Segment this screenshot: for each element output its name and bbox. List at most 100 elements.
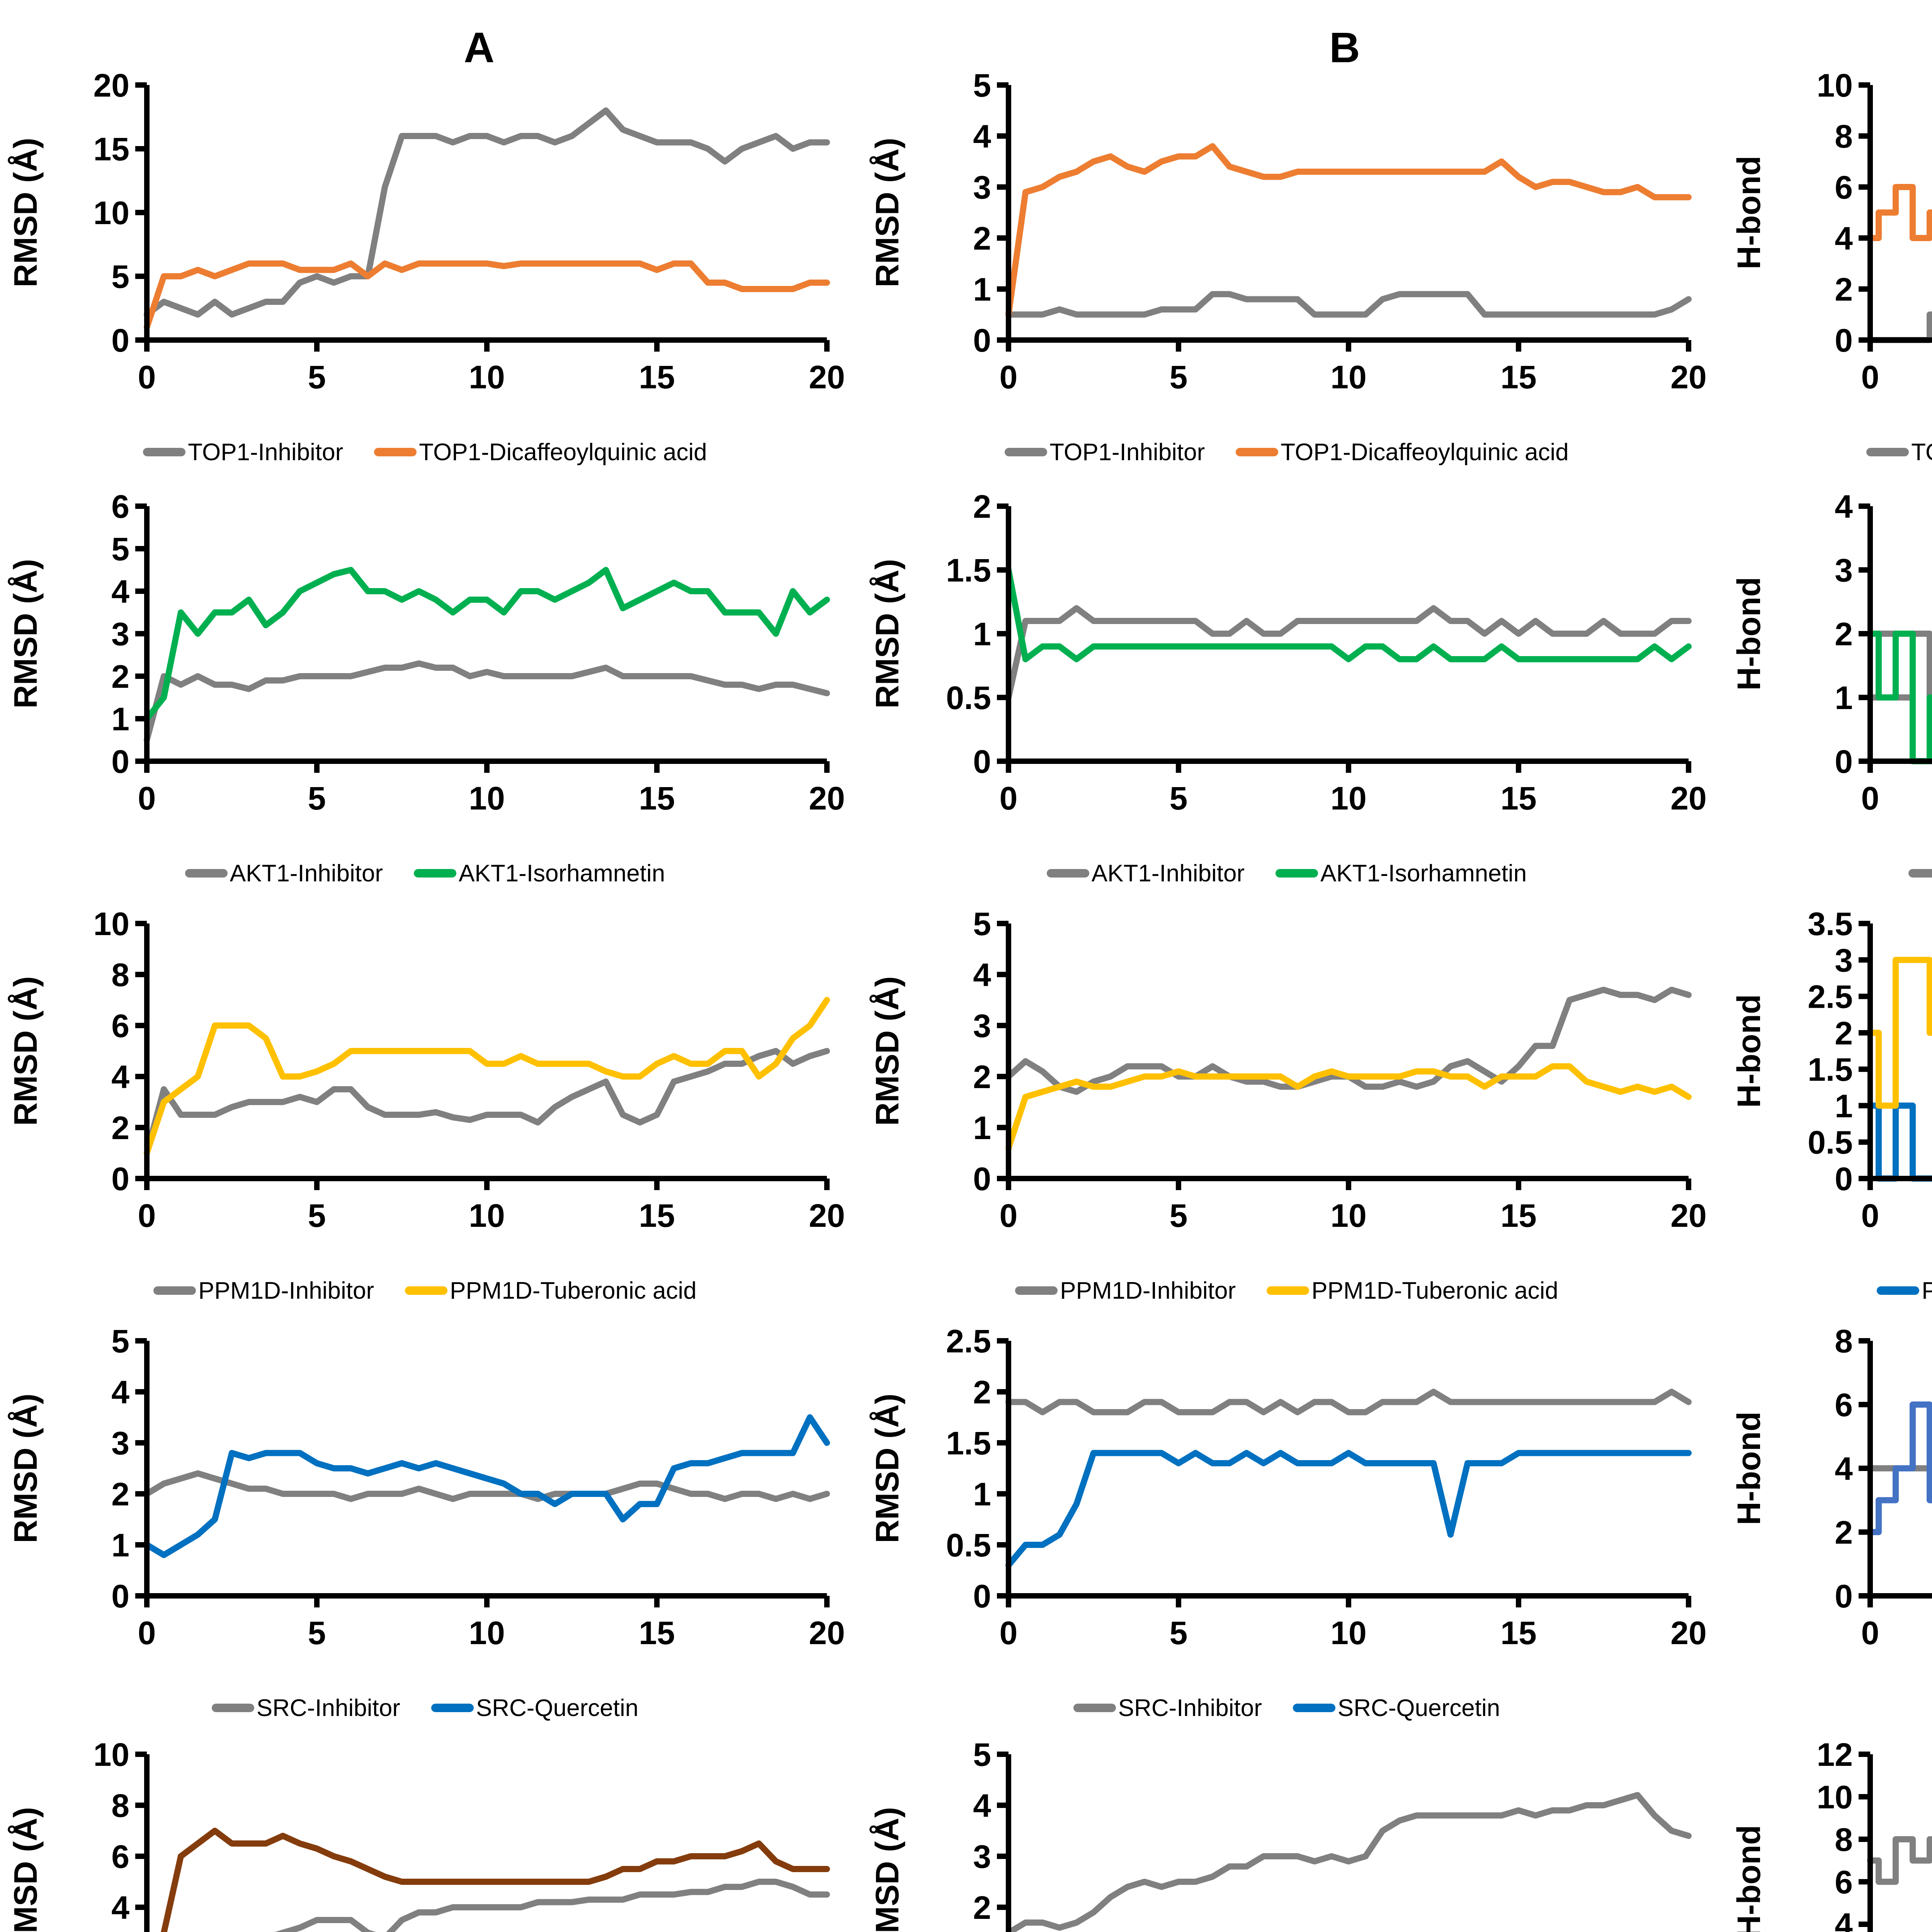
x-tick-label: 0 [138,359,156,395]
y-tick-label: 8 [1835,1323,1853,1359]
x-tick-label: 20 [1670,780,1706,816]
legend-item: PPM1D-Tuberonic acid [1267,1277,1558,1304]
column-title-b: B [1329,24,1360,71]
legend-item: AKT1-Inhibitor [185,860,383,887]
x-tick-label: 15 [1500,359,1536,395]
y-tick-label: 2.5 [1808,979,1853,1015]
y-tick-label: 2 [1835,616,1853,652]
y-tick-label: 4 [111,1059,129,1095]
series-line-akt1-inhibitor [1005,605,1692,701]
y-tick-label: 1 [973,271,991,308]
x-axis-title: Time (ns) [1277,1653,1420,1654]
y-tick-label: 0 [1835,1578,1853,1614]
y-tick-label: 2 [973,1889,991,1926]
legend-swatch [1015,1286,1058,1295]
y-axis-title: H-bond [1731,1825,1767,1932]
legend-item: TOP1-Dicaffeoylquinic acid [374,439,707,466]
legend-item: TOP1-Inhibitor [143,439,343,466]
legend-item: SRC-Quercetin [431,1694,638,1722]
y-axis-title: RMSD (Å) [7,138,44,287]
legend-label: TOP1-Inhibitor [1049,439,1205,466]
x-tick-label: 20 [1670,359,1706,395]
x-tick-label: 0 [138,780,156,816]
chart-svg: 024681005101520Time (ns)RMSD (Å) [7,1736,830,1932]
y-tick-label: 3 [973,1008,991,1044]
x-tick-label: 10 [469,359,505,395]
chart-legend: AKT1-Inhibitor AKT1-Isorhamnetin [862,856,1712,887]
legend-swatch [374,448,417,456]
y-tick-label: 1.5 [946,1425,991,1461]
y-tick-label: 1 [973,616,991,652]
chart-svg: 024681005101520Time (ns)H-bond [1731,67,1932,395]
chart-legend: TOP1-Inhibitor TOP1-Dicaffeoylquinic acid [0,435,850,466]
series-line-akr1c2-inhibitor [274,1879,830,1932]
y-axis-title: RMSD (Å) [869,559,905,708]
y-tick-label: 3 [973,1838,991,1875]
x-tick-label: 5 [308,1197,326,1234]
chart-svg: 0123405101520Time (ns)H-bond [1731,488,1932,816]
x-tick-label: 10 [469,1615,505,1651]
legend-swatch [414,869,457,878]
legend-label: SRC-Quercetin [1337,1694,1500,1721]
y-tick-label: 2 [111,1476,129,1512]
x-tick-label: 5 [308,1615,326,1651]
x-tick-label: 5 [1170,1615,1188,1651]
legend-swatch [153,1286,196,1295]
y-tick-label: 3 [111,1425,129,1461]
chart-svg: 01234505101520Time (ns)RMSD (Å) [869,67,1707,398]
legend-label: TOP1-Dicaffeoylquinic acid [419,439,707,466]
y-axis-title: RMSD (Å) [869,1807,905,1932]
chart-panel-c3: 00.511.522.533.505101520Time (ns)H-bondP… [1723,896,1932,1329]
y-axis-title: RMSD (Å) [7,976,44,1126]
x-tick-label: 20 [809,359,845,395]
legend-swatch [405,1286,448,1295]
x-tick-label: 10 [1330,359,1366,395]
chart-panel-b3: 01234505101520Time (ns)RMSD (Å)PPM1D-Inh… [862,896,1712,1329]
y-tick-label: 5 [111,1323,129,1359]
series-line-ppm1d-tuberonic-acid [144,997,830,1156]
y-tick-label: 4 [1835,220,1853,257]
legend-item: PPM1D-Tuberonic acid [405,1277,697,1304]
y-tick-label: 0 [1835,743,1853,780]
y-axis-title: RMSD (Å) [7,1393,44,1543]
y-tick-label: 0 [1835,322,1853,359]
y-tick-label: 5 [111,259,129,295]
legend-item: PPM1D-Inhibitor [1877,1277,1932,1304]
y-tick-label: 6 [1835,1864,1853,1900]
legend-item: SRC-Inhibitor [211,1694,400,1722]
legend-swatch [143,448,186,456]
y-tick-label: 6 [111,488,129,525]
y-tick-label: 4 [1835,1451,1853,1487]
x-tick-label: 5 [1170,780,1188,816]
x-tick-label: 5 [1170,359,1188,395]
y-tick-label: 3 [111,616,129,652]
series-line-src-inhibitor [144,1470,830,1502]
y-tick-label: 3 [973,169,991,206]
x-tick-label: 0 [1000,1197,1018,1234]
x-tick-label: 20 [809,1197,845,1234]
legend-label: TOP1-Inhibitor [188,439,344,466]
chart-panel-b1: 01234505101520Time (ns)RMSD (Å)TOP1-Inhi… [862,58,1712,491]
legend-item: SRC-Quercetin [1293,1694,1500,1722]
y-tick-label: 6 [1835,1387,1853,1423]
series-line-akt1-inhibitor [144,660,830,743]
legend-item: AKT1-Isorhamnetin [414,860,665,887]
legend-label: PPM1D-Tuberonic acid [1311,1277,1558,1304]
legend-label: AKT1-Inhibitor [1091,860,1245,887]
x-tick-label: 0 [1861,1197,1879,1234]
y-tick-label: 6 [111,1008,129,1044]
y-tick-label: 0 [973,743,991,780]
y-axis-title: H-bond [1731,994,1767,1108]
legend-swatch [1293,1704,1335,1712]
x-tick-label: 15 [1500,780,1536,816]
chart-panel-c2: 0123405101520Time (ns)H-bondAKT1-Inhibit… [1723,479,1932,912]
y-tick-label: 3 [1835,942,1853,978]
series-line-top1-dicaffeoylquinic-acid [144,260,830,330]
x-tick-label: 0 [1000,1615,1018,1651]
series-line-top1-inhibitor [144,107,830,318]
x-tick-label: 0 [138,1615,156,1651]
